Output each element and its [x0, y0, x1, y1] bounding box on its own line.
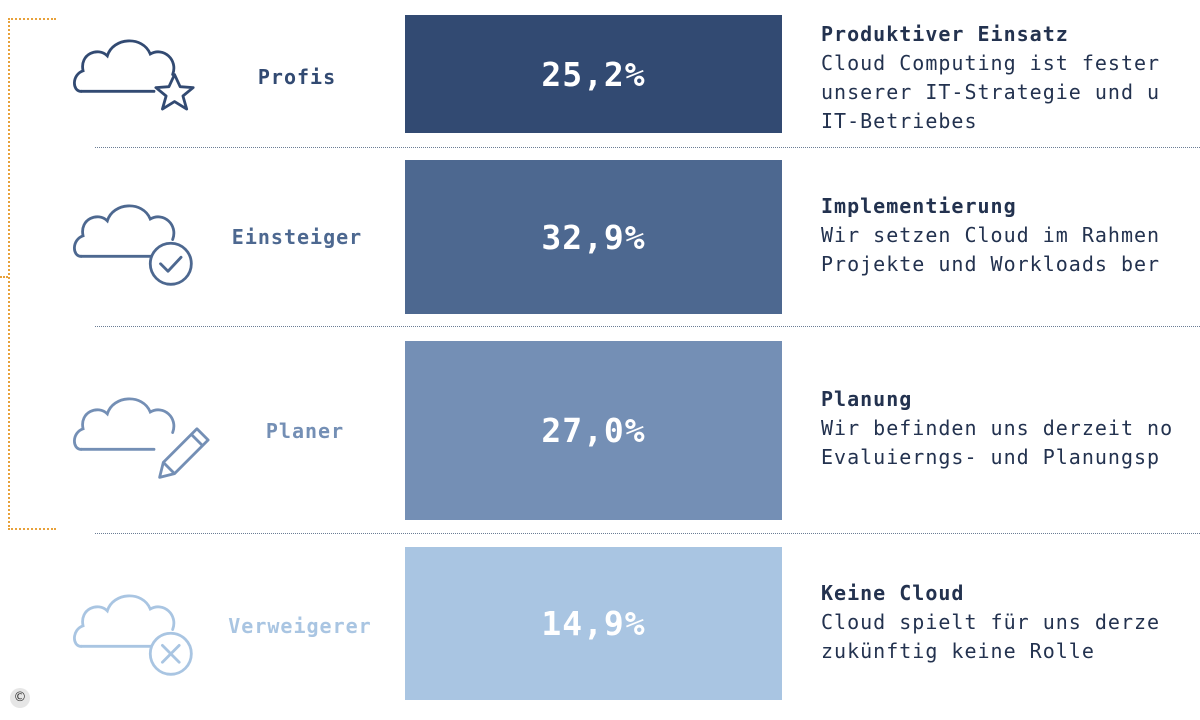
description-title: Keine Cloud — [821, 581, 965, 605]
row-separator — [95, 533, 1200, 534]
description-title: Implementierung — [821, 194, 1017, 218]
row-separator — [95, 147, 1200, 148]
bar-fill — [405, 547, 782, 700]
bar-fill — [405, 341, 782, 520]
bar-value-label: 32,9% — [541, 217, 646, 257]
description-line: Cloud spielt für uns derze — [821, 610, 1161, 634]
bar: 27,0% — [405, 341, 782, 520]
description-line: IT-Betriebes — [821, 109, 978, 133]
bar: 32,9% — [405, 160, 782, 314]
category-label: Einsteiger — [231, 225, 363, 249]
group-bracket — [8, 18, 56, 530]
description-line: Projekte und Workloads ber — [821, 252, 1161, 276]
description-line: zukünftig keine Rolle — [821, 639, 1095, 663]
bar-fill — [405, 15, 782, 133]
category-label: Planer — [265, 419, 345, 443]
category-label: Verweigerer — [228, 614, 372, 638]
category-description: Implementierung Wir setzen Cloud im Rahme… — [821, 192, 1200, 279]
cloud-cross-icon — [73, 594, 193, 676]
description-line: Evaluierngs- und Planungsp — [821, 445, 1161, 469]
description-line: Wir setzen Cloud im Rahmen — [821, 223, 1161, 247]
bar-fill — [405, 160, 782, 314]
bar: 25,2% — [405, 15, 782, 133]
description-line: Wir befinden uns derzeit no — [821, 416, 1174, 440]
description-title: Planung — [821, 387, 913, 411]
category-description: Keine Cloud Cloud spielt für uns derze zuk… — [821, 579, 1200, 666]
cloud-check-icon — [73, 204, 193, 286]
description-line: unserer IT-Strategie und u — [821, 80, 1161, 104]
cloud-star-icon — [73, 39, 195, 111]
description-line: Cloud Computing ist fester — [821, 51, 1161, 75]
bar-value-label: 25,2% — [541, 54, 646, 94]
bar-value-label: 27,0% — [541, 411, 646, 450]
bar: 14,9% — [405, 547, 782, 700]
group-bracket-tick — [0, 276, 8, 278]
description-title: Produktiver Einsatz — [821, 22, 1069, 46]
row-separator — [95, 326, 1200, 327]
category-description: Produktiver Einsatz Cloud Computing ist f… — [821, 20, 1200, 136]
category-description: Planung Wir befinden uns derzeit no Evalui… — [821, 385, 1200, 472]
cloud-pencil-icon — [73, 397, 210, 479]
category-label: Profis — [257, 65, 337, 89]
copyright-icon: © — [10, 688, 30, 708]
bar-value-label: 14,9% — [541, 604, 646, 643]
